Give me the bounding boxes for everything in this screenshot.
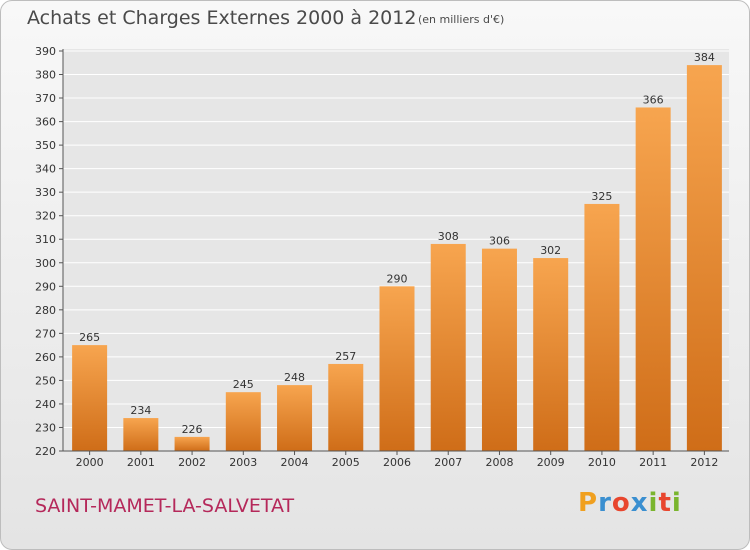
- x-tick-label: 2002: [178, 456, 206, 469]
- y-tick-label: 290: [35, 280, 56, 293]
- x-tick-label: 2003: [229, 456, 257, 469]
- logo-letter: P: [578, 488, 599, 518]
- y-tick-label: 300: [35, 257, 56, 270]
- y-axis: 220 230 240 250 260 270 280 290 300 310 320 330 340 3…: [35, 45, 64, 458]
- x-tick-label: 2010: [588, 456, 616, 469]
- bar: [481, 248, 517, 451]
- bar-value-label: 290: [387, 272, 408, 285]
- bar-value-label: 366: [643, 93, 664, 106]
- bar-value-label: 226: [182, 423, 203, 436]
- y-tick-label: 390: [35, 45, 56, 58]
- chart-title: Achats et Charges Externes 2000 à 2012: [27, 7, 417, 29]
- bar-value-label: 306: [489, 235, 510, 248]
- x-tick-label: 2012: [690, 456, 718, 469]
- y-tick-label: 230: [35, 421, 56, 434]
- bar: [635, 107, 671, 452]
- bar-value-label: 234: [130, 404, 151, 417]
- x-tick-label: 2005: [332, 456, 360, 469]
- logo-letter: i: [671, 488, 682, 518]
- bar-value-label: 245: [233, 378, 254, 391]
- y-tick-label: 350: [35, 139, 56, 152]
- x-tick-label: 2000: [76, 456, 104, 469]
- logo-letter: r: [598, 488, 612, 518]
- bars: 265 234 226 245 248 257 290 308 306 302 325 366 384: [72, 51, 722, 452]
- bar: [123, 418, 159, 451]
- bar: [584, 203, 620, 451]
- y-tick-label: 310: [35, 233, 56, 246]
- y-tick-label: 280: [35, 304, 56, 317]
- bar: [379, 286, 415, 451]
- y-tick-label: 270: [35, 327, 56, 340]
- proxiti-logo: Proxiti: [578, 488, 682, 518]
- x-tick-label: 2011: [639, 456, 667, 469]
- y-tick-label: 240: [35, 398, 56, 411]
- bar: [72, 345, 108, 451]
- logo-letter: i: [648, 488, 659, 518]
- bar-value-label: 384: [694, 51, 715, 64]
- bar-value-label: 325: [591, 190, 612, 203]
- bar-value-label: 308: [438, 230, 459, 243]
- bar-value-label: 302: [540, 244, 561, 257]
- y-tick-label: 340: [35, 163, 56, 176]
- bar: [328, 363, 364, 451]
- bar-value-label: 248: [284, 371, 305, 384]
- logo-letter: t: [658, 488, 672, 518]
- x-tick-label: 2006: [383, 456, 411, 469]
- bar: [225, 392, 261, 451]
- commune-name: SAINT-MAMET-LA-SALVETAT: [35, 495, 295, 517]
- x-tick-label: 2001: [127, 456, 155, 469]
- logo-letter: x: [630, 488, 649, 518]
- y-tick-label: 250: [35, 374, 56, 387]
- y-tick-label: 220: [35, 445, 56, 458]
- y-tick-label: 260: [35, 351, 56, 364]
- bar: [686, 65, 722, 451]
- y-tick-label: 360: [35, 116, 56, 129]
- y-tick-label: 330: [35, 186, 56, 199]
- bar-value-label: 265: [79, 331, 100, 344]
- y-tick-label: 380: [35, 69, 56, 82]
- bar-value-label: 257: [335, 350, 356, 363]
- bar: [533, 258, 569, 451]
- y-tick-label: 320: [35, 210, 56, 223]
- x-tick-label: 2007: [434, 456, 462, 469]
- bar: [430, 243, 466, 451]
- chart-subtitle: (en milliers d'€): [418, 13, 505, 26]
- x-tick-label: 2009: [537, 456, 565, 469]
- bar: [174, 436, 210, 451]
- y-tick-label: 370: [35, 92, 56, 105]
- bar: [277, 385, 313, 451]
- logo-letter: o: [611, 488, 631, 518]
- x-tick-label: 2008: [485, 456, 513, 469]
- x-axis: 2000 2001 2002 2003 2004 2005 2006 2007 2008 2009…: [63, 450, 729, 469]
- x-tick-label: 2004: [281, 456, 309, 469]
